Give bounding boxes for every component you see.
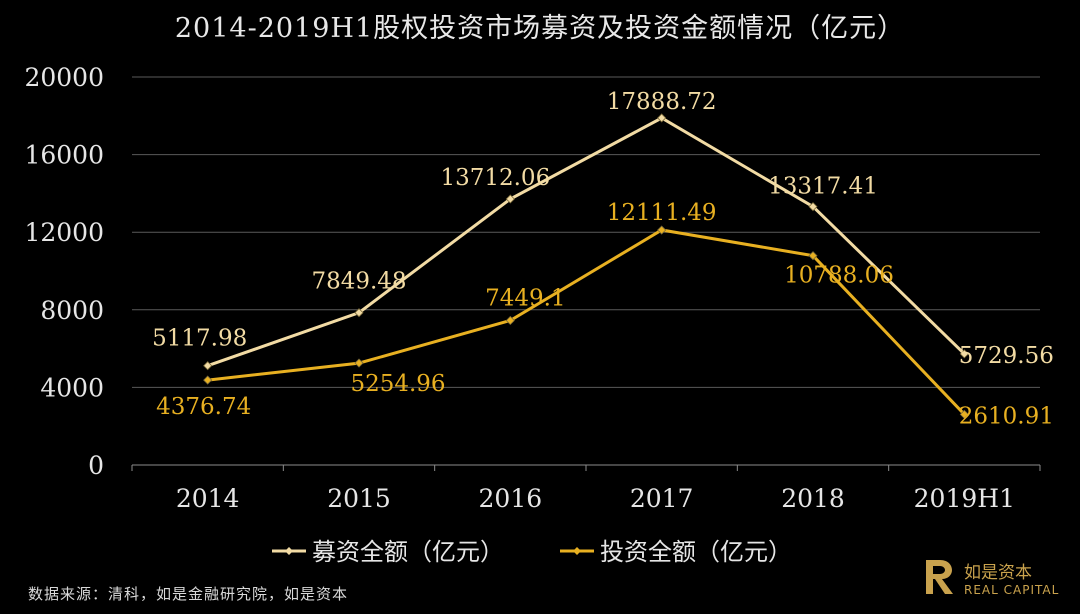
x-tick-label: 2019H1 [914, 484, 1015, 513]
data-label: 5117.98 [152, 326, 247, 352]
y-axis-tick-labels: 0 4000 8000 12000 16000 20000 [24, 63, 104, 480]
data-label: 4376.74 [156, 394, 251, 420]
data-labels: 5117.98 7849.48 13712.06 17888.72 13317.41 57… [152, 89, 1054, 429]
x-tick-label: 2017 [630, 484, 694, 513]
data-label: 2610.91 [959, 403, 1054, 429]
data-point [959, 349, 969, 359]
legend-label: 募资全额（亿元） [312, 538, 504, 566]
y-tick-label: 4000 [40, 373, 104, 402]
data-point [203, 375, 213, 385]
series-points [203, 113, 969, 419]
data-label: 5254.96 [350, 371, 445, 397]
chart-title: 2014-2019H1股权投资市场募资及投资金额情况（亿元） [174, 13, 906, 44]
y-tick-label: 12000 [24, 218, 104, 247]
data-point [505, 194, 515, 204]
series-line-1 [207, 116, 966, 368]
data-label: 7449.1 [485, 285, 565, 311]
data-point [505, 315, 515, 326]
legend-label: 投资全额（亿元） [600, 538, 792, 566]
y-tick-label: 8000 [40, 296, 104, 325]
brand-logo: 如是资本 REAL CAPITAL [922, 556, 1072, 602]
brand-name: 如是资本 [964, 563, 1032, 583]
legend: 募资全额（亿元） 投资全额（亿元） [272, 538, 792, 566]
y-tick-label: 20000 [24, 63, 104, 92]
x-tick-label: 2014 [176, 484, 240, 513]
data-label: 10788.06 [784, 263, 894, 289]
data-label: 7849.48 [311, 269, 406, 295]
data-point [354, 358, 364, 368]
data-point [959, 409, 969, 419]
brand-english: REAL CAPITAL [964, 583, 1060, 597]
y-tick-label: 0 [88, 451, 104, 480]
source-note: 数据来源：清科，如是金融研究院，如是资本 [28, 585, 349, 603]
legend-marker [573, 547, 581, 555]
data-label: 17888.72 [607, 89, 717, 115]
data-point [808, 251, 818, 261]
data-point [657, 225, 667, 235]
brand-r-icon [926, 560, 953, 594]
data-point [657, 113, 667, 123]
data-label: 13712.06 [440, 165, 550, 191]
data-label: 13317.41 [768, 174, 878, 200]
legend-marker [285, 547, 293, 555]
x-axis-tick-labels: 2014 2015 2016 2017 2018 2019H1 [176, 484, 1015, 513]
x-tick-label: 2015 [327, 484, 391, 513]
data-point [203, 361, 213, 371]
data-label: 12111.49 [607, 200, 717, 226]
x-tick-label: 2018 [781, 484, 845, 513]
data-point [808, 202, 818, 212]
grid-lines [131, 76, 1041, 471]
x-tick-label: 2016 [479, 484, 543, 513]
data-label: 5729.56 [959, 343, 1054, 369]
y-tick-label: 16000 [24, 141, 104, 170]
series-line-2 [207, 228, 966, 416]
series-lines [207, 116, 966, 416]
data-point [354, 308, 364, 318]
